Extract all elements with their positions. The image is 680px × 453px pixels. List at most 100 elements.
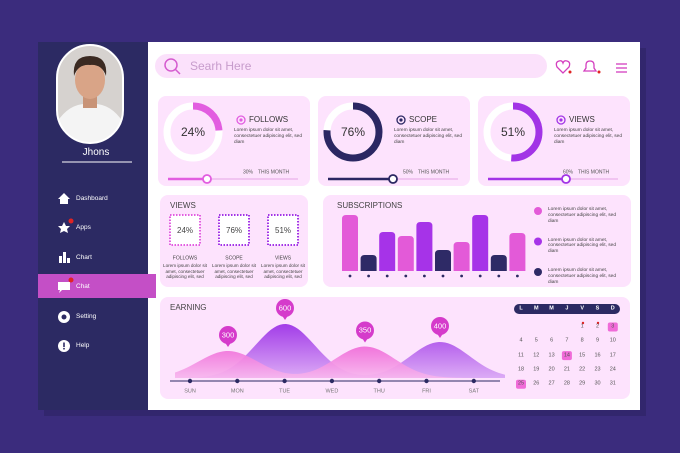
legend-text: Lorem ipsum dolor sit amet, consectetuer… bbox=[548, 207, 616, 224]
day: 25 bbox=[517, 380, 525, 387]
card-icon bbox=[236, 115, 246, 125]
search-icon bbox=[174, 68, 181, 75]
avatar-frame bbox=[56, 44, 124, 144]
menu-item[interactable] bbox=[40, 217, 148, 239]
legend-text: Lorem ipsum dolor sit amet, consectetuer… bbox=[548, 237, 616, 255]
weekday: M bbox=[549, 305, 554, 312]
bar bbox=[453, 242, 470, 271]
day: 22 bbox=[579, 366, 586, 373]
calendar-header bbox=[514, 304, 620, 314]
views-text: Lorem ipsum dolor sit amet, consectetuer… bbox=[261, 263, 305, 280]
views-text: Lorem ipsum dolor sit amet, consectetuer… bbox=[163, 263, 207, 280]
views-box bbox=[169, 214, 201, 246]
menu-icon bbox=[61, 314, 67, 320]
menu-label[interactable]: Chat bbox=[76, 282, 90, 290]
menu-icon bbox=[63, 347, 65, 350]
user-name: Jhons bbox=[82, 147, 110, 158]
day: 30 bbox=[594, 380, 601, 387]
menu-label[interactable]: Setting bbox=[76, 312, 97, 320]
views-box bbox=[218, 214, 250, 246]
bar-dot bbox=[497, 274, 501, 278]
menu-icon bbox=[59, 256, 62, 263]
active-menu-bg bbox=[38, 274, 156, 298]
event-dot bbox=[596, 321, 600, 325]
bar-dot bbox=[423, 274, 426, 278]
bar-dot bbox=[478, 274, 482, 278]
views-label: SCOPE bbox=[225, 255, 243, 262]
bar bbox=[397, 236, 414, 271]
bar bbox=[509, 233, 526, 271]
views-value: 76% bbox=[225, 226, 243, 235]
donut-arc bbox=[163, 102, 223, 162]
axis-dot bbox=[187, 378, 193, 384]
bar-dot bbox=[385, 274, 389, 278]
pin-value: 600 bbox=[278, 303, 292, 313]
month-label: THIS MONTH bbox=[418, 169, 450, 176]
menu-icon bbox=[67, 258, 70, 263]
pin-value: 350 bbox=[358, 325, 372, 335]
views-label: VIEWS bbox=[274, 255, 292, 262]
pin-value: 300 bbox=[221, 330, 235, 340]
pin-value: 400 bbox=[433, 321, 447, 331]
legend-dot bbox=[534, 237, 542, 246]
axis-dot bbox=[377, 378, 382, 384]
bell-icon[interactable] bbox=[582, 60, 598, 72]
subscriptions-title: SUBSCRIPTIONS bbox=[337, 201, 403, 210]
day: 6 bbox=[550, 337, 554, 344]
stat-card bbox=[318, 96, 470, 186]
day: 8 bbox=[580, 337, 584, 344]
donut-value: 76% bbox=[340, 125, 366, 139]
day-highlight bbox=[561, 351, 572, 361]
menu-item[interactable] bbox=[40, 247, 148, 269]
weekday: S bbox=[595, 305, 600, 312]
heart-icon[interactable] bbox=[555, 60, 571, 74]
menu-item[interactable] bbox=[40, 276, 148, 298]
bar bbox=[416, 222, 433, 271]
stat-card bbox=[478, 96, 630, 186]
day: 20 bbox=[548, 366, 555, 373]
day: 24 bbox=[609, 366, 616, 373]
bar-dot bbox=[348, 274, 352, 278]
day: 21 bbox=[563, 366, 570, 373]
donut-value: 24% bbox=[180, 125, 206, 139]
menu-icon bbox=[63, 252, 66, 263]
search-placeholder[interactable]: Searh Here bbox=[190, 59, 252, 73]
menu-label[interactable]: Dashboard bbox=[76, 194, 108, 202]
day: 18 bbox=[517, 366, 525, 373]
axis-dot bbox=[424, 378, 429, 384]
avatar bbox=[57, 45, 123, 143]
weekday: D bbox=[610, 305, 615, 312]
month-label: THIS MONTH bbox=[258, 169, 290, 176]
menu-label[interactable]: Apps bbox=[76, 223, 91, 231]
badge bbox=[568, 70, 572, 74]
menu-icon bbox=[58, 222, 70, 233]
menu-icon[interactable] bbox=[616, 63, 627, 73]
pin bbox=[431, 316, 449, 335]
card-icon bbox=[559, 118, 563, 122]
menu-item[interactable] bbox=[40, 335, 148, 357]
menu-label[interactable]: Help bbox=[76, 341, 90, 349]
menu-label[interactable]: Chart bbox=[76, 253, 92, 261]
day: 9 bbox=[595, 337, 600, 344]
day: 14 bbox=[563, 351, 570, 358]
weekday: L bbox=[519, 305, 523, 312]
menu-icon bbox=[58, 282, 70, 293]
day: 17 bbox=[609, 351, 616, 358]
bar-dot bbox=[516, 274, 519, 278]
search-icon bbox=[164, 58, 178, 72]
day: 15 bbox=[579, 351, 586, 358]
month-value: 50% bbox=[403, 169, 414, 176]
day: 27 bbox=[548, 380, 555, 387]
month-value: 30% bbox=[243, 169, 254, 176]
day: 5 bbox=[534, 337, 538, 344]
day: 26 bbox=[533, 380, 540, 387]
search-bar[interactable] bbox=[155, 54, 547, 78]
event-dot bbox=[581, 321, 585, 325]
day: 11 bbox=[518, 351, 524, 358]
day-label: TUE bbox=[279, 388, 291, 395]
bar-dot bbox=[367, 274, 370, 278]
day: 19 bbox=[533, 366, 540, 373]
area-pink bbox=[175, 346, 505, 378]
